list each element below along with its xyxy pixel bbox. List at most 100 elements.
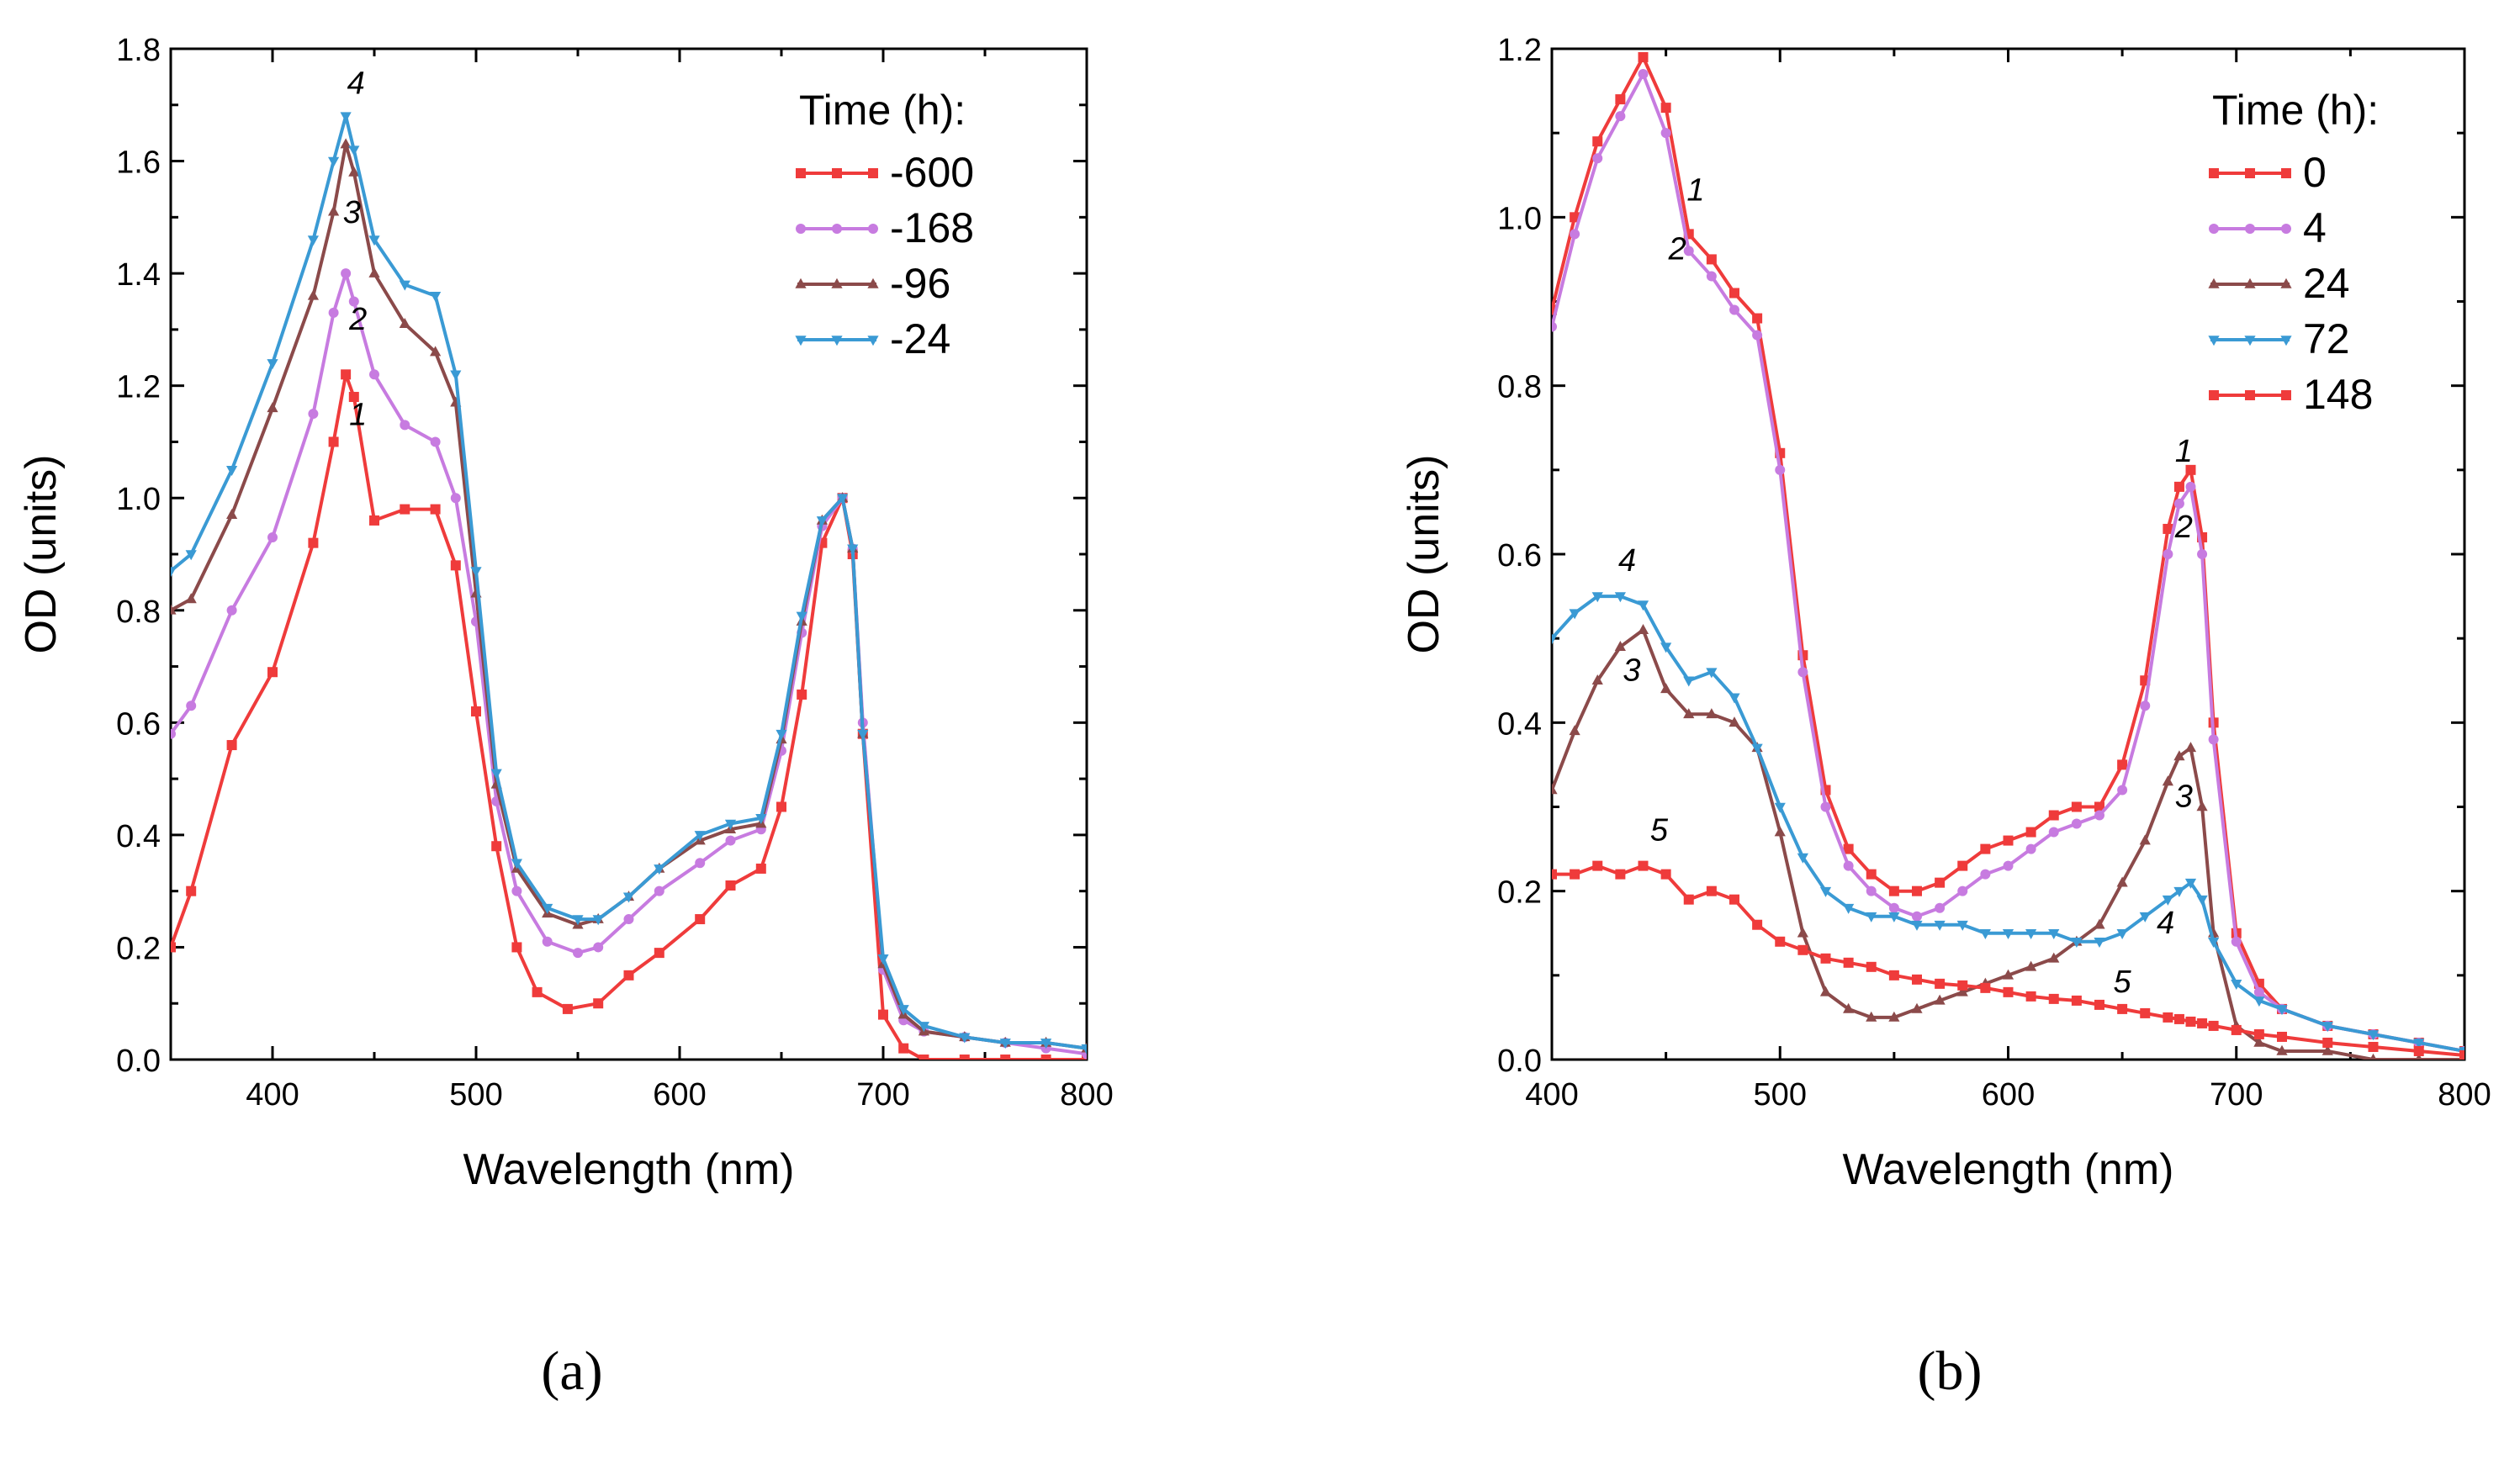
data-point-148 [2003, 986, 2014, 997]
data-point-4 [1843, 860, 1854, 871]
data-point-4 [1729, 304, 1739, 315]
legend-entry-label: -96 [890, 260, 950, 307]
series-line--168 [171, 272, 1087, 1056]
data-point-148 [2048, 993, 2059, 1004]
legend-marker [795, 336, 807, 346]
data-point--168 [341, 268, 352, 279]
data-point--24 [1040, 1039, 1052, 1049]
data-point--168 [348, 296, 359, 307]
data-point--600 [755, 863, 766, 874]
data-point-24 [2025, 960, 2037, 971]
data-point-4 [1638, 69, 1649, 80]
series-line--24 [171, 114, 1087, 1050]
data-point-24 [1934, 994, 1946, 1005]
data-point-4 [2117, 785, 2128, 796]
legend-entry-label: 148 [2303, 371, 2373, 418]
data-point--168 [725, 835, 736, 846]
data-point-0 [2185, 464, 2196, 475]
data-point--600 [898, 1043, 909, 1054]
y-tick-label: 0.2 [1497, 875, 1542, 911]
data-point-148 [1615, 869, 1626, 880]
legend-marker [795, 278, 807, 288]
data-point-148 [2094, 999, 2104, 1010]
data-point--24 [622, 892, 635, 903]
data-point-4 [1912, 911, 1922, 922]
data-point-24 [1843, 1002, 1855, 1013]
panel-caption: (b) [1918, 1340, 1983, 1402]
legend-title: Time (h): [799, 87, 966, 134]
data-point-72 [2048, 928, 2060, 939]
data-point-148 [2413, 1045, 2424, 1056]
legend-entry-label: 24 [2303, 260, 2350, 307]
y-tick-label: 1.6 [116, 145, 161, 181]
data-point-4 [1888, 902, 1899, 913]
data-point-72 [2196, 895, 2208, 906]
legend-marker [2209, 168, 2219, 178]
data-point-148 [2277, 1031, 2287, 1042]
data-point-148 [2173, 1013, 2184, 1024]
data-point--24 [226, 466, 238, 477]
data-point-148 [2025, 991, 2036, 1002]
x-tick-label: 400 [246, 1077, 299, 1113]
data-point--168 [593, 942, 604, 953]
data-point-148 [1706, 885, 1717, 896]
data-point-24 [1797, 927, 1808, 938]
data-point--600 [776, 801, 786, 812]
data-point--24 [592, 915, 604, 926]
data-point-72 [2184, 878, 2197, 889]
data-point-24 [1819, 986, 1832, 996]
data-point--24 [328, 156, 340, 167]
data-point-4 [2048, 827, 2059, 838]
data-point--600 [267, 667, 278, 678]
chart-panel-a: 400 500 600 700 800 0.0 0.2 0.4 0.6 0.8 1.0 1.2 1.4 1… [17, 33, 1114, 1402]
data-point-24 [1683, 708, 1695, 719]
data-point--96 [368, 267, 380, 278]
data-point-148 [1638, 860, 1649, 871]
data-point-148 [2140, 1007, 2151, 1018]
data-point--24 [755, 814, 767, 825]
data-point-72 [1552, 634, 1558, 645]
data-point--24 [368, 235, 380, 246]
y-tick-label: 1.0 [1497, 201, 1542, 236]
data-point-24 [1911, 1002, 1923, 1013]
data-point--24 [654, 864, 665, 875]
data-point-0 [1570, 212, 1580, 223]
data-point-148 [1660, 869, 1671, 880]
data-point-4 [1797, 667, 1808, 678]
curve-label: 3 [2175, 780, 2193, 815]
data-point--600 [654, 948, 664, 959]
data-point-0 [1957, 860, 1968, 871]
data-point-4 [1935, 902, 1946, 913]
data-point--24 [877, 954, 889, 965]
data-point-72 [1819, 886, 1832, 897]
data-point--168 [308, 409, 319, 420]
data-point-72 [1729, 693, 1740, 704]
data-point--96 [430, 346, 442, 357]
legend-marker [2280, 336, 2292, 346]
data-point--600 [725, 880, 736, 891]
data-point--96 [328, 205, 340, 216]
data-point--600 [369, 515, 379, 526]
data-point-72 [2025, 928, 2037, 939]
data-point-148 [1935, 978, 1946, 989]
legend-marker [831, 336, 843, 346]
legend-marker [796, 168, 806, 178]
data-point--600 [1000, 1055, 1011, 1060]
data-point-72 [1888, 912, 1900, 922]
data-point-0 [1592, 136, 1603, 147]
legend-entry-label: 4 [2303, 204, 2327, 251]
curve-label: 2 [348, 302, 367, 337]
data-point-4 [1552, 321, 1557, 332]
data-point-148 [2368, 1041, 2379, 1052]
data-point--96 [267, 402, 278, 413]
data-point--600 [308, 537, 319, 548]
legend-marker [796, 224, 806, 234]
curve-label: 2 [1668, 231, 1686, 267]
data-point--600 [1040, 1055, 1051, 1060]
legend-marker [831, 278, 843, 288]
series-group [1552, 52, 2464, 1060]
data-point-0 [2025, 827, 2036, 838]
data-point--600 [919, 1055, 929, 1060]
legend-entry-label: 72 [2303, 315, 2350, 362]
